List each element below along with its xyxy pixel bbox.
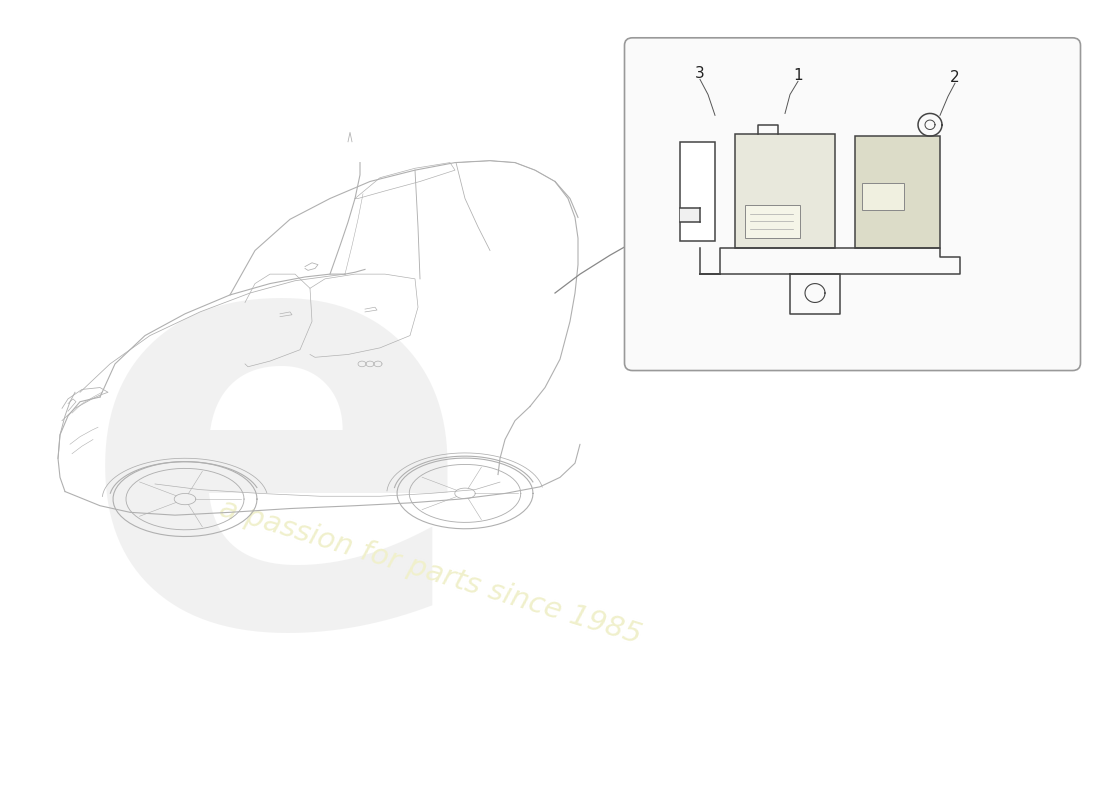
- Text: 1: 1: [793, 68, 803, 83]
- Bar: [680, 142, 715, 241]
- Bar: [855, 136, 940, 248]
- Text: 2: 2: [950, 70, 960, 85]
- Bar: [862, 183, 904, 210]
- Bar: [735, 134, 835, 248]
- Text: e: e: [80, 181, 475, 746]
- Bar: [680, 208, 700, 222]
- FancyBboxPatch shape: [625, 38, 1080, 370]
- Bar: [745, 205, 800, 238]
- Text: a passion for parts since 1985: a passion for parts since 1985: [216, 494, 645, 650]
- Text: 3: 3: [695, 66, 705, 82]
